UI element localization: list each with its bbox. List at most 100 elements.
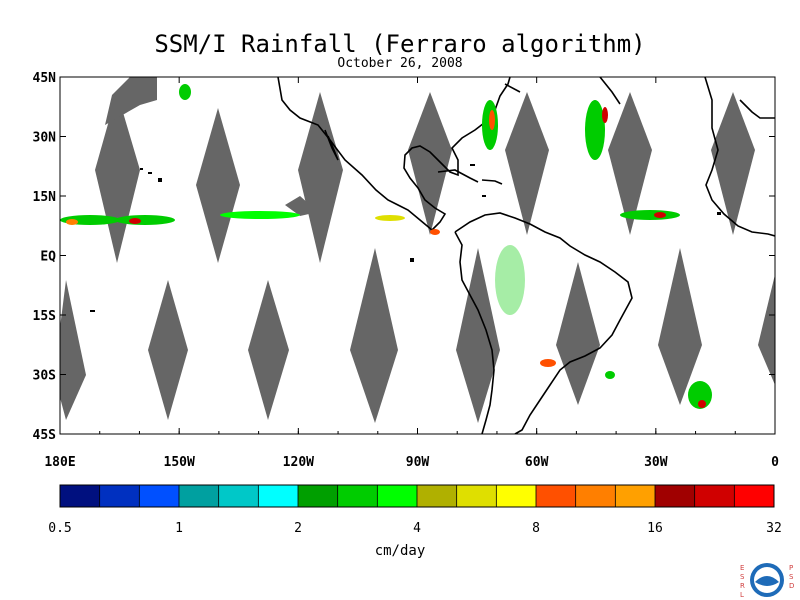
swath-gaps-north (95, 77, 755, 263)
y-tick-label: 45N (33, 71, 57, 86)
no-data-swath (285, 196, 318, 216)
logo-esrl-r: R (740, 582, 745, 590)
island-hawaii-3 (158, 178, 162, 182)
x-axis: 180E 150W 120W 90W 60W 30W 0 (44, 77, 779, 470)
y-tick-label: 45S (33, 428, 57, 443)
colorbar-swatch (615, 485, 656, 507)
colorbar-swatch (179, 485, 220, 507)
coastlines (277, 77, 775, 434)
rain-patch (66, 219, 78, 225)
rain-patch (115, 215, 175, 225)
no-data-swath (298, 92, 343, 263)
y-tick-label: 15N (33, 190, 57, 205)
colorbar-tick-label: 1 (175, 521, 183, 536)
no-data-swath (711, 92, 755, 235)
colorbar-swatch (337, 485, 378, 507)
noaa-esrl-psd-logo: E S R L NOAA P S D (740, 563, 794, 599)
rain-patch (602, 107, 608, 123)
colorbar-labels: 0.5 1 2 4 8 16 32 (48, 521, 782, 536)
x-tick-label: 30W (644, 455, 668, 470)
rain-patch (585, 100, 605, 160)
no-data-swath (105, 77, 157, 125)
coastline-iberia (739, 99, 775, 119)
y-tick-label: 15S (33, 309, 57, 324)
colorbar-swatch (60, 485, 101, 507)
colorbar-tick-label: 4 (413, 521, 421, 536)
rain-patch (489, 110, 495, 130)
colorbar-swatch (139, 485, 180, 507)
island-atlantic (717, 212, 721, 215)
y-axis: 45N 30N 15N EQ 15S 30S 45S (33, 71, 775, 443)
rain-patch (540, 359, 556, 367)
colorbar-frame (59, 484, 775, 508)
coastline-greenland (599, 77, 621, 105)
rain-patch (654, 212, 666, 218)
colorbar-swatch (377, 485, 418, 507)
no-data-swath (408, 92, 452, 235)
colorbar-swatch (258, 485, 299, 507)
coastline-baja (324, 129, 339, 161)
no-data-swath (148, 280, 188, 420)
no-data-swath (196, 108, 240, 263)
colorbar-swatch (655, 485, 696, 507)
rain-patch (375, 215, 405, 221)
rain-patch (698, 400, 706, 408)
x-tick-label: 180E (44, 455, 75, 470)
colorbar (59, 484, 775, 508)
rain-patch (495, 245, 525, 315)
x-tick-label: 0 (771, 455, 779, 470)
island-antilles (482, 195, 486, 197)
islands (90, 164, 721, 312)
no-data-swath (456, 248, 500, 423)
no-data-swath (60, 280, 86, 420)
coastline-hispaniola (481, 179, 503, 185)
no-data-swath (658, 248, 702, 405)
x-tick-label: 120W (283, 455, 314, 470)
logo-psd-s: S (789, 573, 794, 581)
colorbar-swatch (536, 485, 577, 507)
colorbar-swatch (694, 485, 735, 507)
colorbar-swatch (456, 485, 497, 507)
chart-title: SSM/I Rainfall (Ferraro algorithm) (154, 30, 646, 58)
island-hawaii-2 (148, 172, 152, 174)
colorbar-tick-label: 16 (647, 521, 663, 536)
island-pacific (90, 310, 95, 312)
noaa-bird-icon (755, 576, 779, 586)
coastline-africa (704, 77, 775, 237)
coastline-south-america (454, 212, 633, 434)
swath-gaps-south (60, 248, 775, 423)
no-data-swath (95, 92, 140, 263)
y-tick-label: 30N (33, 131, 57, 146)
logo-esrl-e: E (740, 564, 744, 572)
rain-patch (620, 210, 680, 220)
island-galapagos (410, 258, 414, 262)
logo-psd-p: P (789, 564, 793, 572)
y-tick-label: EQ (40, 250, 56, 265)
colorbar-swatch (734, 485, 775, 507)
colorbar-swatch (298, 485, 339, 507)
coastline-north-america (277, 77, 511, 232)
rainfall-patches (60, 84, 712, 409)
colorbar-swatch (575, 485, 616, 507)
colorbar-swatch (218, 485, 259, 507)
colorbar-tick-label: 8 (532, 521, 540, 536)
y-tick-label: 30S (33, 369, 57, 384)
colorbar-tick-label: 2 (294, 521, 302, 536)
island-hawaii (140, 168, 143, 170)
coastline-newfoundland (504, 83, 521, 93)
rain-patch (430, 229, 440, 235)
rain-patch (129, 218, 141, 224)
x-tick-label: 90W (406, 455, 430, 470)
colorbar-units: cm/day (374, 543, 426, 559)
chart-date: October 26, 2008 (337, 56, 463, 71)
logo-esrl-l: L (740, 591, 744, 599)
no-data-swath (505, 92, 549, 235)
coastline-cuba (437, 169, 479, 183)
x-tick-label: 60W (525, 455, 549, 470)
colorbar-tick-label: 32 (766, 521, 782, 536)
logo-psd-d: D (789, 582, 794, 590)
x-tick-label: 150W (164, 455, 195, 470)
colorbar-tick-label: 0.5 (48, 521, 71, 536)
noaa-seal-text: NOAA (761, 568, 773, 573)
